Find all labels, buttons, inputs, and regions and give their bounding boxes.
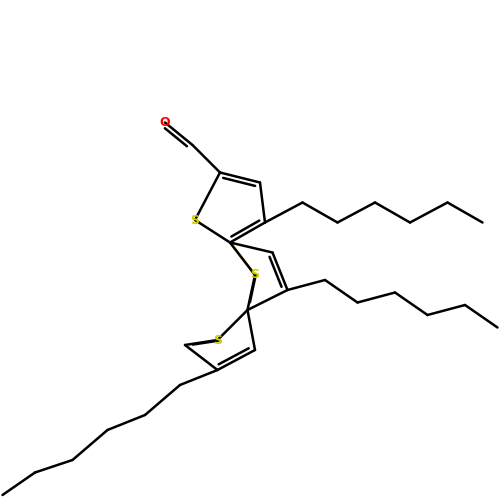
- Text: S: S: [213, 334, 222, 346]
- Text: S: S: [190, 214, 200, 226]
- Text: S: S: [250, 268, 260, 281]
- Text: O: O: [160, 116, 170, 129]
